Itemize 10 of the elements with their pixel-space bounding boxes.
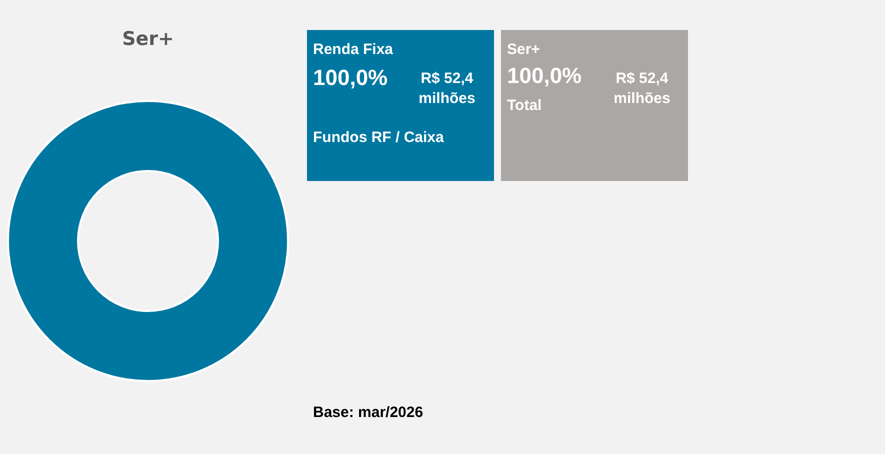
text: Total xyxy=(507,97,542,114)
data-label: 100,0% xyxy=(313,65,388,90)
text: Ser+ xyxy=(507,41,540,58)
text: Fundos RF / Caixa xyxy=(313,129,445,146)
text: R$ 52,4 milhões xyxy=(614,70,670,107)
chart-title: Ser+ xyxy=(122,28,174,50)
slice-label: Renda Fixa xyxy=(313,41,394,58)
text: R$ 52,4 milhões xyxy=(418,70,476,107)
text: Base: mar/2026 xyxy=(313,404,424,421)
text: 100,0% xyxy=(507,63,582,88)
